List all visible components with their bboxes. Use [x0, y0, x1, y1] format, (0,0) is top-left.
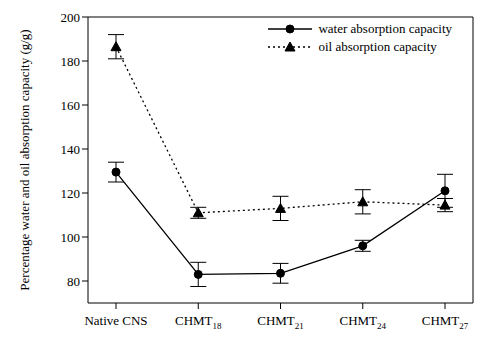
svg-text:80: 80	[67, 274, 80, 289]
html-text:water absorption capacity: water absorption capacity	[318, 21, 452, 36]
svg-text:180: 180	[61, 54, 81, 69]
svg-text:200: 200	[61, 10, 81, 25]
svg-text:Native CNS: Native CNS	[84, 313, 147, 328]
svg-text:100: 100	[61, 230, 81, 245]
svg-text:CHMT21: CHMT21	[257, 313, 304, 331]
svg-text:140: 140	[61, 142, 81, 157]
svg-text:120: 120	[61, 186, 81, 201]
svg-text:CHMT27: CHMT27	[422, 313, 469, 331]
svg-text:160: 160	[61, 98, 81, 113]
svg-text:CHMT18: CHMT18	[175, 313, 222, 331]
svg-text:Percentage water and oil absor: Percentage water and oil absorption capa…	[17, 29, 32, 290]
svg-text:CHMT24: CHMT24	[339, 313, 386, 331]
html-text:oil absorption capacity: oil absorption capacity	[318, 39, 437, 54]
